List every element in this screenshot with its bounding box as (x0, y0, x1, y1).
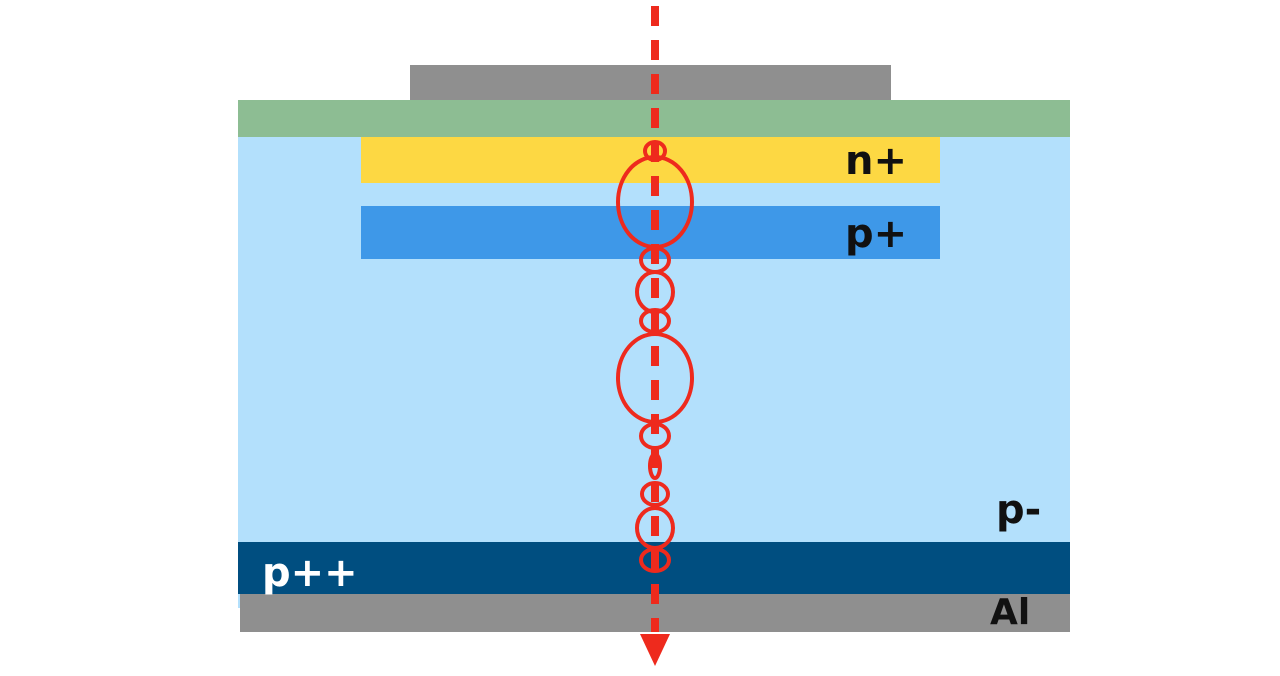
p-plus-label: p+ (845, 211, 907, 257)
n-plus-label: n+ (845, 138, 907, 184)
ionization-cluster (639, 547, 671, 573)
aluminum-label: Al (990, 592, 1030, 633)
p-plus-plus-label: p++ (262, 550, 358, 596)
particle-track-arrowhead (640, 634, 670, 666)
p-minus-label: p- (996, 487, 1041, 533)
top-electrode (410, 65, 891, 102)
